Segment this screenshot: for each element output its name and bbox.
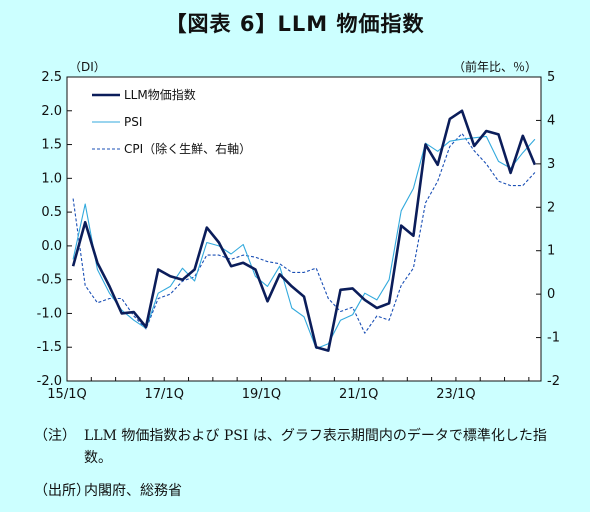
right-tick-label: 2: [547, 200, 555, 215]
plot-area: [66, 76, 542, 382]
right-tick-label: 1: [547, 244, 555, 259]
source-row: （出所）内閣府、総務省: [34, 480, 574, 502]
x-tick-label: 21/1Q: [339, 387, 378, 402]
source-text: 内閣府、総務省: [84, 483, 182, 499]
note-label: （注）: [34, 428, 76, 444]
x-tick-label: 15/1Q: [47, 387, 86, 402]
left-tick-label: -1.5: [37, 340, 62, 355]
chart: 2.5 2.0 1.5 1.0 0.5 0.0 -0.5 -1.0 -1.5 -2.0 5 4 3 2 1 0…: [37, 59, 560, 402]
left-tick-label: 2.5: [41, 70, 62, 85]
series-line-1: [72, 135, 536, 350]
left-tick-label: -1.0: [37, 306, 62, 321]
series-line-2: [72, 132, 536, 334]
left-tick-label: 0.0: [41, 239, 62, 254]
legend-label-1: PSI: [124, 115, 142, 129]
left-axis-unit: （DI）: [69, 60, 106, 74]
legend-label-2: CPI（除く生鮮、右軸）: [124, 141, 251, 156]
left-tick-label: 2.0: [41, 104, 62, 119]
left-tick-label: 1.5: [41, 138, 62, 153]
source-label: （出所）: [34, 483, 90, 499]
x-tick-label: 19/1Q: [242, 387, 281, 402]
right-tick-label: 5: [547, 70, 555, 85]
x-tick-label: 17/1Q: [145, 387, 184, 402]
x-tick-label: 23/1Q: [436, 387, 475, 402]
page-title: 【図表 6】LLM 物価指数: [165, 12, 425, 36]
left-tick-label: -0.5: [37, 273, 62, 288]
series-line-0: [71, 109, 537, 352]
right-tick-label: 4: [547, 113, 555, 128]
left-tick-label: 0.5: [41, 205, 62, 220]
right-tick-label: -2: [547, 374, 560, 389]
right-tick-label: -1: [547, 331, 560, 346]
note-text: LLM 物価指数および PSI は、グラフ表示期間内のデータで標準化した指数。: [84, 428, 547, 466]
legend-label-0: LLM物価指数: [124, 87, 196, 102]
right-tick-label: 3: [547, 157, 555, 172]
left-tick-label: 1.0: [41, 171, 62, 186]
right-axis-unit: （前年比、％）: [453, 59, 537, 74]
right-tick-label: 0: [547, 287, 555, 302]
note-row: （注） LLM 物価指数および PSI は、グラフ表示期間内のデータで標準化した指…: [34, 425, 574, 469]
left-tick-label: -2.0: [37, 374, 62, 389]
